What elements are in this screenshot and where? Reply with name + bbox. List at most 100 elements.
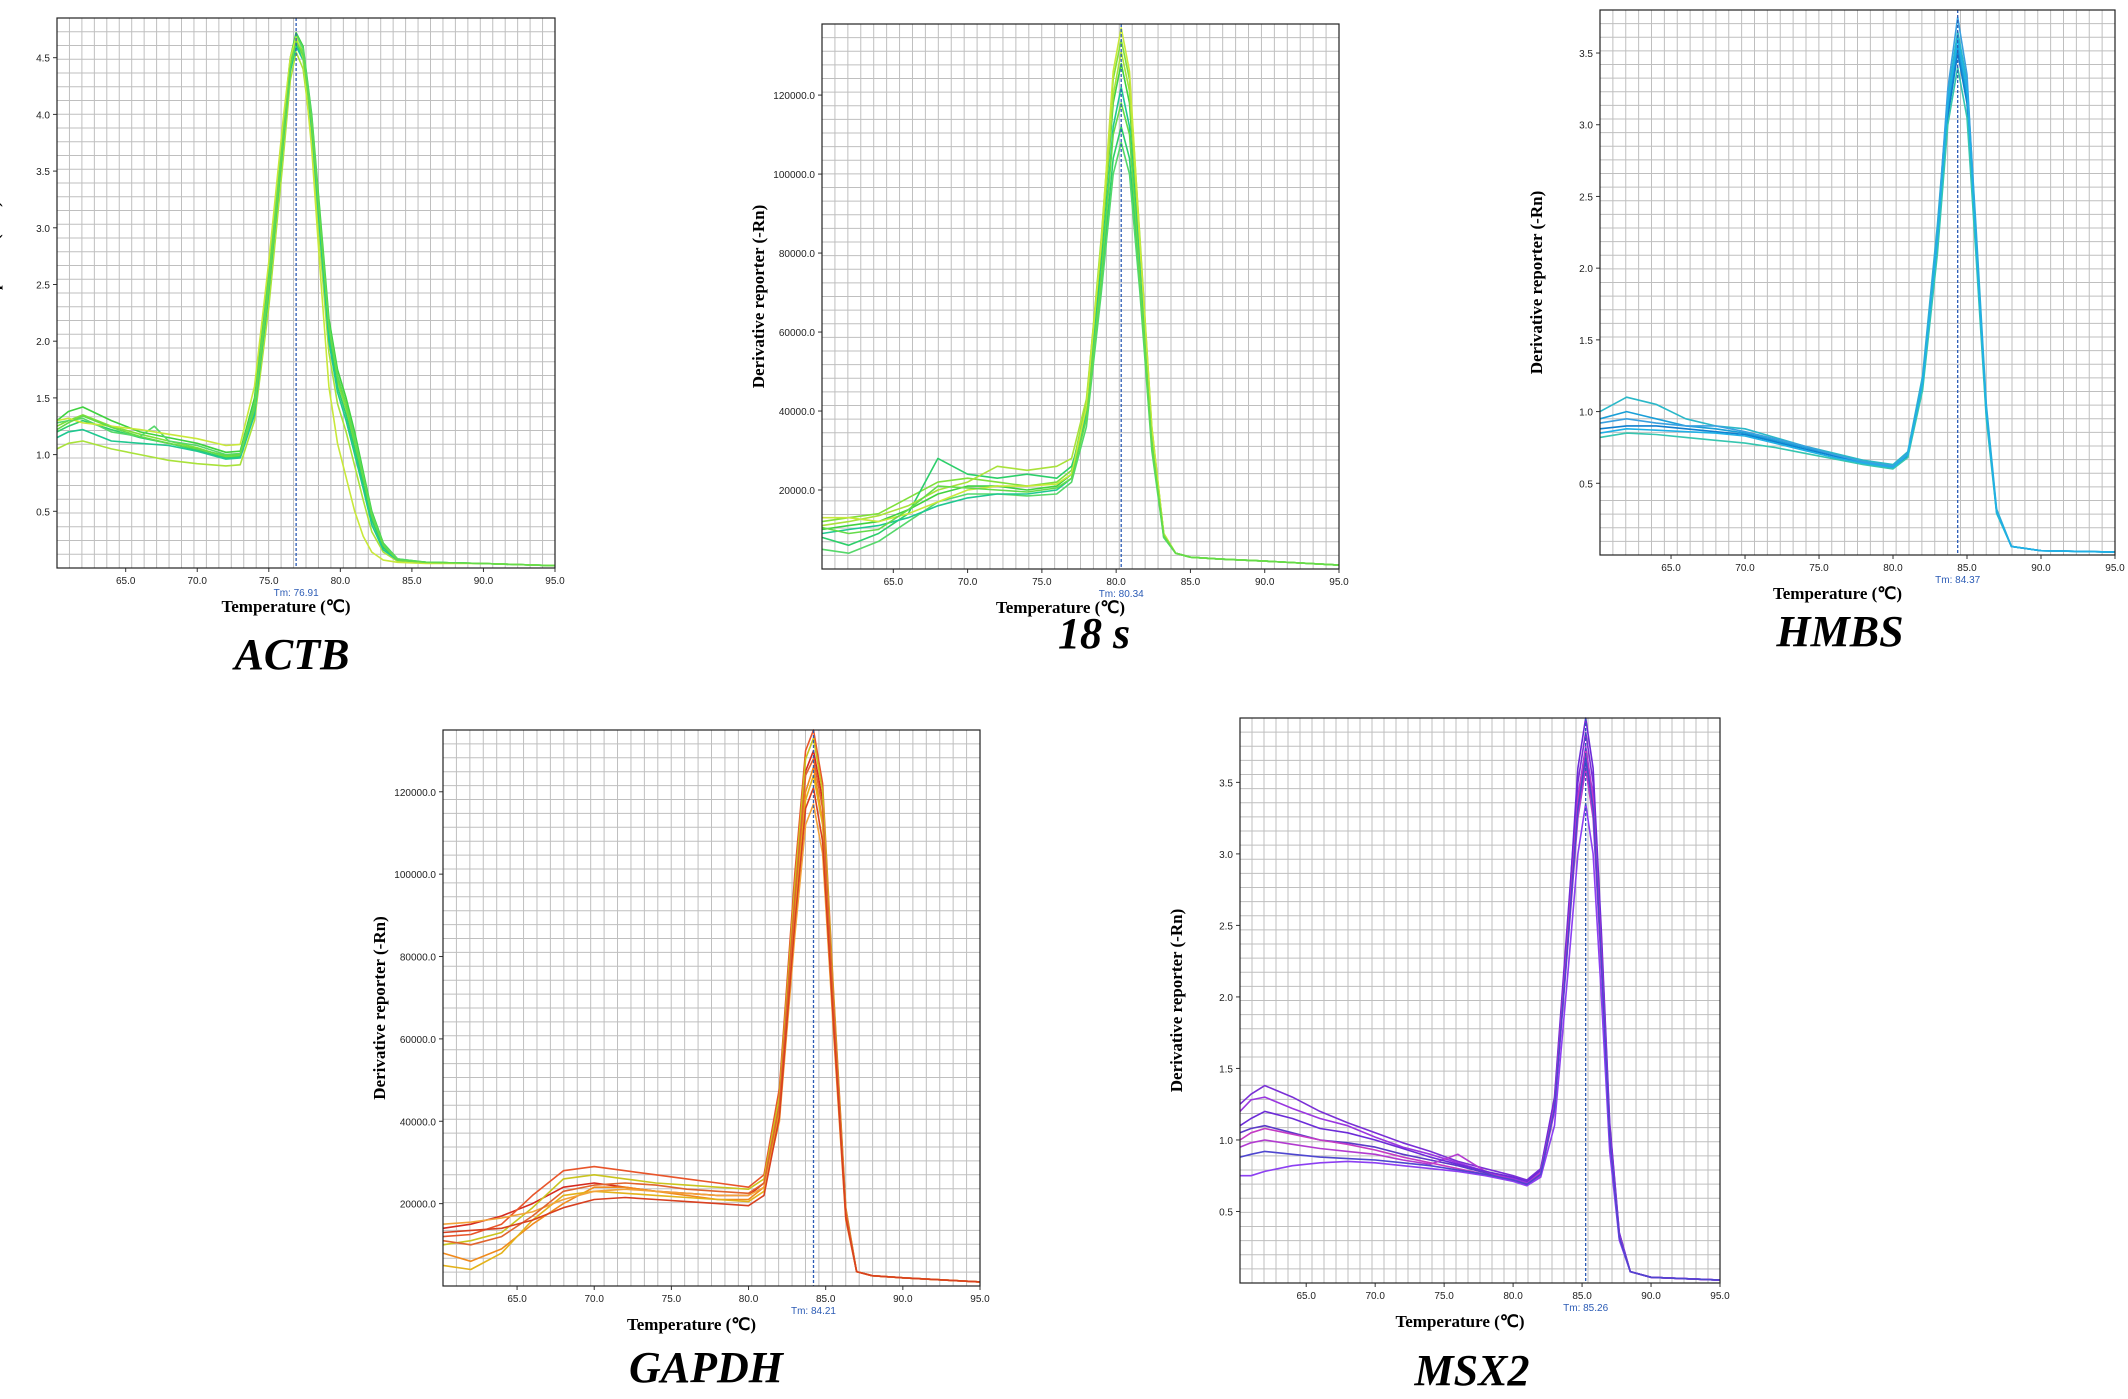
y-axis-title: Derivative reporter (-Rn) <box>749 205 768 388</box>
plot-frame <box>1599 9 2116 556</box>
x-axis-title: Temperature (℃) <box>996 598 1125 617</box>
y-tick-label: 1.0 <box>36 451 50 462</box>
x-tick-label: 90.0 <box>893 1294 913 1305</box>
x-tick-label: 80.0 <box>739 1294 759 1305</box>
x-tick-label: 75.0 <box>1809 563 1829 574</box>
y-tick-label: 3.0 <box>36 224 50 235</box>
y-tick-label: 2.0 <box>1219 993 1233 1004</box>
x-tick-label: 80.0 <box>1883 563 1903 574</box>
y-tick-label: 60000.0 <box>400 1035 437 1046</box>
y-tick-label: 80000.0 <box>400 953 437 964</box>
x-tick-label: 95.0 <box>1329 577 1349 588</box>
y-axis-title: Derivative reporter (-Rn) <box>370 916 389 1099</box>
x-tick-label: 85.0 <box>1181 577 1201 588</box>
x-tick-label: 70.0 <box>584 1294 604 1305</box>
plot-frame <box>1239 717 1721 1284</box>
y-tick-label: 2.5 <box>1219 921 1233 932</box>
tm-label: Tm: 76.91 <box>274 588 319 599</box>
y-tick-label: 2.0 <box>1579 264 1593 275</box>
series-group <box>1599 16 2116 553</box>
y-tick-label: 40000.0 <box>400 1117 437 1128</box>
y-tick-label: 1.0 <box>1219 1136 1233 1147</box>
x-tick-label: 70.0 <box>958 577 978 588</box>
y-axis-title: Derivative reporter (-Rn) <box>0 201 3 384</box>
y-tick-label: 4.5 <box>36 54 50 65</box>
gene-title: HMBS <box>1775 607 1903 656</box>
gene-title: GAPDH <box>629 1343 785 1392</box>
x-tick-label: 70.0 <box>1735 563 1755 574</box>
y-tick-label: 100000.0 <box>394 870 436 881</box>
grid <box>57 18 555 568</box>
gene-title: ACTB <box>232 630 350 679</box>
y-tick-label: 3.5 <box>1579 49 1593 60</box>
x-tick-label: 95.0 <box>545 576 565 587</box>
x-tick-label: 95.0 <box>1710 1291 1730 1302</box>
x-tick-label: 70.0 <box>1365 1291 1385 1302</box>
x-axis-title: Temperature (℃) <box>627 1315 756 1334</box>
x-tick-label: 75.0 <box>1434 1291 1454 1302</box>
melt-curve-line <box>1599 37 2116 553</box>
x-axis-title: Temperature (℃) <box>221 597 350 616</box>
x-tick-label: 90.0 <box>1641 1291 1661 1302</box>
y-tick-label: 120000.0 <box>773 91 815 102</box>
y-axis-title: Derivative reporter (-Rn) <box>1527 191 1546 374</box>
y-axis-title: Derivative reporter (-Rn) <box>1167 909 1186 1092</box>
y-tick-label: 100000.0 <box>773 170 815 181</box>
melt-curve-line <box>56 41 556 567</box>
plot-frame <box>821 23 1340 570</box>
y-tick-label: 120000.0 <box>394 788 436 799</box>
x-tick-label: 90.0 <box>1255 577 1275 588</box>
melt-curve-chart: 65.0 70.0 75.0 80.0 85.0 90.0 95.0 0.5 1.0 1.5 2.0… <box>0 17 565 679</box>
melt-curve-line <box>442 786 981 1283</box>
x-tick-label: 80.0 <box>1106 577 1126 588</box>
x-tick-label: 85.0 <box>816 1294 836 1305</box>
x-tick-label: 90.0 <box>2031 563 2051 574</box>
x-tick-label: 90.0 <box>474 576 494 587</box>
plot-frame <box>442 729 981 1287</box>
grid <box>443 730 980 1286</box>
melt-curve-line <box>56 45 556 567</box>
y-tick-label: 3.0 <box>1579 121 1593 132</box>
grid <box>822 24 1339 569</box>
x-tick-label: 65.0 <box>884 577 904 588</box>
x-tick-label: 85.0 <box>1957 563 1977 574</box>
y-tick-label: 0.5 <box>36 507 50 518</box>
x-tick-label: 80.0 <box>1503 1291 1523 1302</box>
y-tick-label: 2.5 <box>36 280 50 291</box>
x-tick-label: 75.0 <box>259 576 279 587</box>
melt-curve-line <box>1240 803 1721 1281</box>
y-tick-label: 2.0 <box>36 337 50 348</box>
grid <box>1240 718 1720 1283</box>
y-tick-label: 3.0 <box>1219 850 1233 861</box>
y-tick-label: 40000.0 <box>779 407 816 418</box>
x-tick-label: 65.0 <box>1661 563 1681 574</box>
grid <box>1600 10 2115 555</box>
y-tick-label: 1.5 <box>1579 336 1593 347</box>
y-tick-label: 0.5 <box>1579 479 1593 490</box>
x-tick-label: 65.0 <box>507 1294 527 1305</box>
y-tick-label: 20000.0 <box>779 486 816 497</box>
tm-label: Tm: 80.34 <box>1099 589 1144 600</box>
plot-frame <box>56 17 556 569</box>
y-tick-label: 20000.0 <box>400 1200 437 1211</box>
x-tick-label: 65.0 <box>1296 1291 1316 1302</box>
melt-curve-chart: 65.0 70.0 75.0 80.0 85.0 90.0 95.0 20000.0 40000… <box>370 729 990 1392</box>
series-group <box>56 31 556 567</box>
y-tick-label: 1.5 <box>1219 1064 1233 1075</box>
x-tick-label: 85.0 <box>402 576 422 587</box>
x-tick-label: 95.0 <box>2105 563 2125 574</box>
gene-title: MSX2 <box>1414 1346 1530 1395</box>
x-tick-label: 80.0 <box>331 576 351 587</box>
melt-curve-chart: 65.0 70.0 75.0 80.0 85.0 90.0 95.0 20000.0 40000… <box>749 23 1349 658</box>
series-group <box>1239 717 1721 1281</box>
x-axis-title: Temperature (℃) <box>1773 584 1902 603</box>
tm-label: Tm: 85.26 <box>1563 1303 1608 1314</box>
x-tick-label: 75.0 <box>1032 577 1052 588</box>
series-group <box>821 27 1340 566</box>
tm-label: Tm: 84.37 <box>1935 575 1980 586</box>
y-tick-label: 1.5 <box>36 394 50 405</box>
y-tick-label: 0.5 <box>1219 1207 1233 1218</box>
melt-curve-chart: 65.0 70.0 75.0 80.0 85.0 90.0 95.0 0.5 1.0 1.5 2.0… <box>1167 717 1730 1395</box>
x-axis-title: Temperature (℃) <box>1395 1312 1524 1331</box>
